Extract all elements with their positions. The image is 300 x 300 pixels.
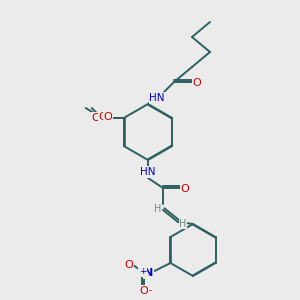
Text: O: O <box>98 112 107 122</box>
Text: H: H <box>154 204 162 214</box>
Text: -: - <box>149 286 152 296</box>
Text: O: O <box>181 184 189 194</box>
Text: HN: HN <box>140 167 156 177</box>
Text: O: O <box>139 286 148 296</box>
Text: O: O <box>92 113 100 123</box>
Text: O: O <box>193 78 201 88</box>
Text: HN: HN <box>149 93 165 103</box>
Text: O: O <box>103 112 112 122</box>
Text: H: H <box>179 219 187 229</box>
Text: +: + <box>139 268 146 277</box>
Text: N: N <box>144 268 153 278</box>
Text: O: O <box>124 260 133 270</box>
